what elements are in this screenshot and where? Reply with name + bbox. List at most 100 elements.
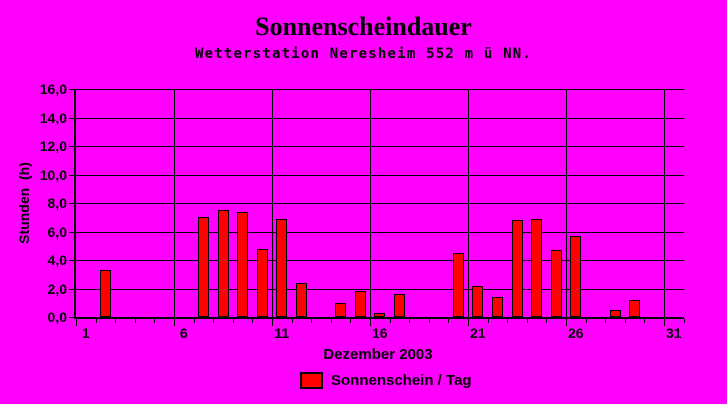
bar-day-16 xyxy=(374,313,386,317)
x-axis-tick xyxy=(291,319,293,323)
bar-day-26 xyxy=(570,236,582,317)
bar-day-22 xyxy=(491,297,503,317)
x-axis-tick xyxy=(311,319,313,323)
x-axis-tick xyxy=(370,319,371,326)
bar-day-14 xyxy=(335,303,347,317)
x-axis-tick xyxy=(330,319,332,323)
legend-swatch xyxy=(300,372,323,389)
y-axis-tick xyxy=(69,89,74,90)
x-axis-tick xyxy=(409,319,411,323)
y-axis-tick xyxy=(69,260,74,261)
x-axis-tick xyxy=(683,319,685,323)
bar-day-12 xyxy=(295,283,307,317)
x-axis-tick xyxy=(350,319,352,323)
x-axis-tick xyxy=(624,319,626,323)
x-axis-title: Dezember 2003 xyxy=(323,346,433,363)
chart-subtitle: Wetterstation Neresheim 552 m ü NN. xyxy=(194,46,532,62)
gridline-horizontal xyxy=(76,203,684,204)
x-axis-tick xyxy=(134,319,136,323)
x-axis-tick xyxy=(76,319,77,326)
y-tick-label: 4,0 xyxy=(47,252,67,268)
gridline-horizontal xyxy=(76,117,684,119)
y-tick-label: 12,0 xyxy=(39,138,67,154)
plot-area: 0,0 2,0 4,0 6,0 8,0 10,0 12,0 14,0 16,0 1 6 11 16 21 2… xyxy=(40,81,685,341)
bar-day-29 xyxy=(629,300,641,317)
gridline-horizontal xyxy=(76,260,684,261)
legend: Sonnenschein / Tag xyxy=(300,372,472,389)
x-axis-tick xyxy=(115,319,117,323)
x-axis-tick xyxy=(644,319,646,323)
x-axis-tick xyxy=(468,319,469,326)
x-axis-tick xyxy=(389,319,391,323)
y-tick-label: 2,0 xyxy=(47,280,67,297)
x-tick-label: 21 xyxy=(470,325,486,341)
y-axis-tick xyxy=(69,317,74,318)
bar-day-17 xyxy=(393,294,405,317)
x-axis-tick xyxy=(428,319,430,323)
bar-day-23 xyxy=(511,220,523,317)
x-axis-tick xyxy=(507,319,509,323)
x-axis-tick xyxy=(232,319,234,323)
bar-day-11 xyxy=(276,219,288,317)
x-axis-tick xyxy=(154,319,156,323)
gridline-horizontal xyxy=(76,231,684,233)
legend-label: Sonnenschein / Tag xyxy=(331,372,472,389)
x-axis-tick xyxy=(174,319,175,326)
x-axis-tick xyxy=(193,319,195,323)
y-tick-label: 10,0 xyxy=(39,166,67,183)
x-axis-tick xyxy=(664,319,665,326)
bar-day-7 xyxy=(197,217,209,317)
gridline-vertical xyxy=(174,89,175,317)
y-axis-tick xyxy=(69,146,74,147)
gridline-horizontal xyxy=(76,89,684,90)
x-axis-tick xyxy=(546,319,548,323)
bar-day-20 xyxy=(452,253,464,317)
y-tick-label: 8,0 xyxy=(47,195,67,211)
x-axis-tick xyxy=(566,319,567,326)
x-axis-tick xyxy=(95,319,97,323)
x-axis-tick xyxy=(585,319,587,323)
chart-title: Sonnenscheindauer xyxy=(255,12,472,41)
gridline-vertical xyxy=(370,89,371,317)
gridline-horizontal xyxy=(76,288,684,290)
bar-day-21 xyxy=(472,286,484,317)
gridline-vertical xyxy=(664,89,665,317)
bar-day-24 xyxy=(531,219,543,317)
x-axis-tick xyxy=(605,319,607,323)
y-tick-label: 14,0 xyxy=(39,109,67,126)
x-axis-tick xyxy=(252,319,254,323)
y-tick-label: 16,0 xyxy=(39,81,67,97)
y-axis-tick xyxy=(69,288,74,290)
bar-day-15 xyxy=(354,291,366,317)
gridline-horizontal xyxy=(76,146,684,147)
x-tick-label: 1 xyxy=(81,325,90,341)
y-axis-tick xyxy=(69,117,74,119)
x-axis-tick xyxy=(448,319,450,323)
y-tick-label: 6,0 xyxy=(47,223,67,240)
gridline-vertical xyxy=(468,89,469,317)
y-axis-tick xyxy=(69,174,74,176)
bar-day-10 xyxy=(256,249,268,317)
y-axis-tick xyxy=(69,203,74,204)
bar-day-28 xyxy=(609,310,621,317)
x-tick-label: 26 xyxy=(568,325,584,341)
x-axis-tick xyxy=(526,319,528,323)
x-tick-label: 16 xyxy=(372,325,388,341)
x-tick-label: 11 xyxy=(274,325,290,341)
x-axis-tick xyxy=(213,319,215,323)
y-axis-tick xyxy=(69,231,74,233)
bar-day-2 xyxy=(99,270,111,317)
y-axis-title: Stunden (h) xyxy=(16,162,32,244)
x-tick-label: 31 xyxy=(666,325,682,341)
y-tick-label: 0,0 xyxy=(47,309,67,325)
x-axis-tick xyxy=(272,319,273,326)
gridline-horizontal xyxy=(76,174,684,176)
bar-day-8 xyxy=(217,210,229,317)
gridline-vertical xyxy=(566,89,567,317)
bar-day-9 xyxy=(237,212,249,317)
bar-day-25 xyxy=(550,250,562,317)
x-tick-label: 6 xyxy=(179,325,188,341)
x-axis-tick xyxy=(487,319,489,323)
gridline-vertical xyxy=(272,89,273,317)
